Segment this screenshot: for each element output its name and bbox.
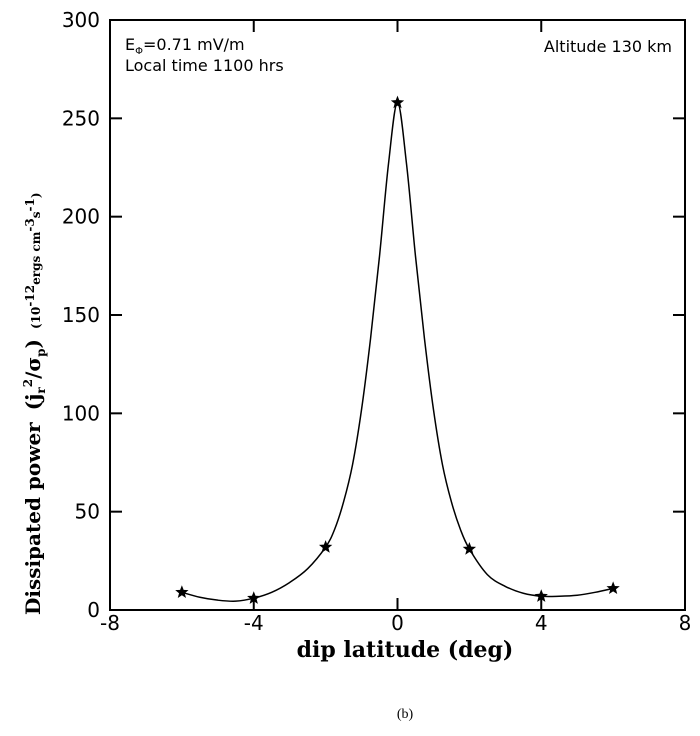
x-tick-label: -8 (100, 611, 120, 635)
local-time-annotation: Local time 1100 hrs (125, 56, 284, 75)
data-point-star (606, 581, 620, 595)
data-point-star (534, 589, 548, 602)
altitude-annotation: Altitude 130 km (544, 37, 672, 56)
data-point-star (247, 591, 261, 604)
x-ticks: -8 -4 0 4 8 (100, 20, 691, 635)
figure-caption: (b) (397, 707, 414, 722)
x-tick-label: 4 (535, 611, 548, 635)
efield-annotation: EΦ=0.71 mV/m (125, 35, 245, 57)
data-point-star (462, 542, 477, 555)
data-point-star (318, 540, 333, 553)
y-tick-label: 0 (87, 598, 100, 622)
plot-frame (109, 19, 686, 611)
x-tick-label: 0 (391, 611, 404, 635)
data-point-star (390, 95, 405, 109)
y-tick-label: 150 (62, 303, 100, 327)
data-curve (181, 101, 614, 602)
y-tick-label: 100 (62, 401, 100, 425)
y-tick-label: 250 (62, 106, 100, 130)
y-axis-label: Dissipated power (jr2/σp) (10-12ergs cm-… (21, 192, 48, 615)
y-tick-label: 200 (62, 205, 100, 229)
x-tick-label: -4 (244, 611, 264, 635)
y-ticks: 0 50 100 150 200 250 300 (62, 8, 685, 622)
x-axis-label: dip latitude (deg) (297, 637, 514, 663)
y-tick-label: 300 (62, 8, 100, 32)
y-tick-label: 50 (75, 500, 100, 524)
data-point-star (175, 585, 189, 598)
data-markers (175, 95, 620, 604)
x-tick-label: 8 (679, 611, 692, 635)
svg-text:Dissipated power (jr2/σp: Dissipated power (jr2/σp) (10-12ergs cm-… (21, 192, 48, 615)
